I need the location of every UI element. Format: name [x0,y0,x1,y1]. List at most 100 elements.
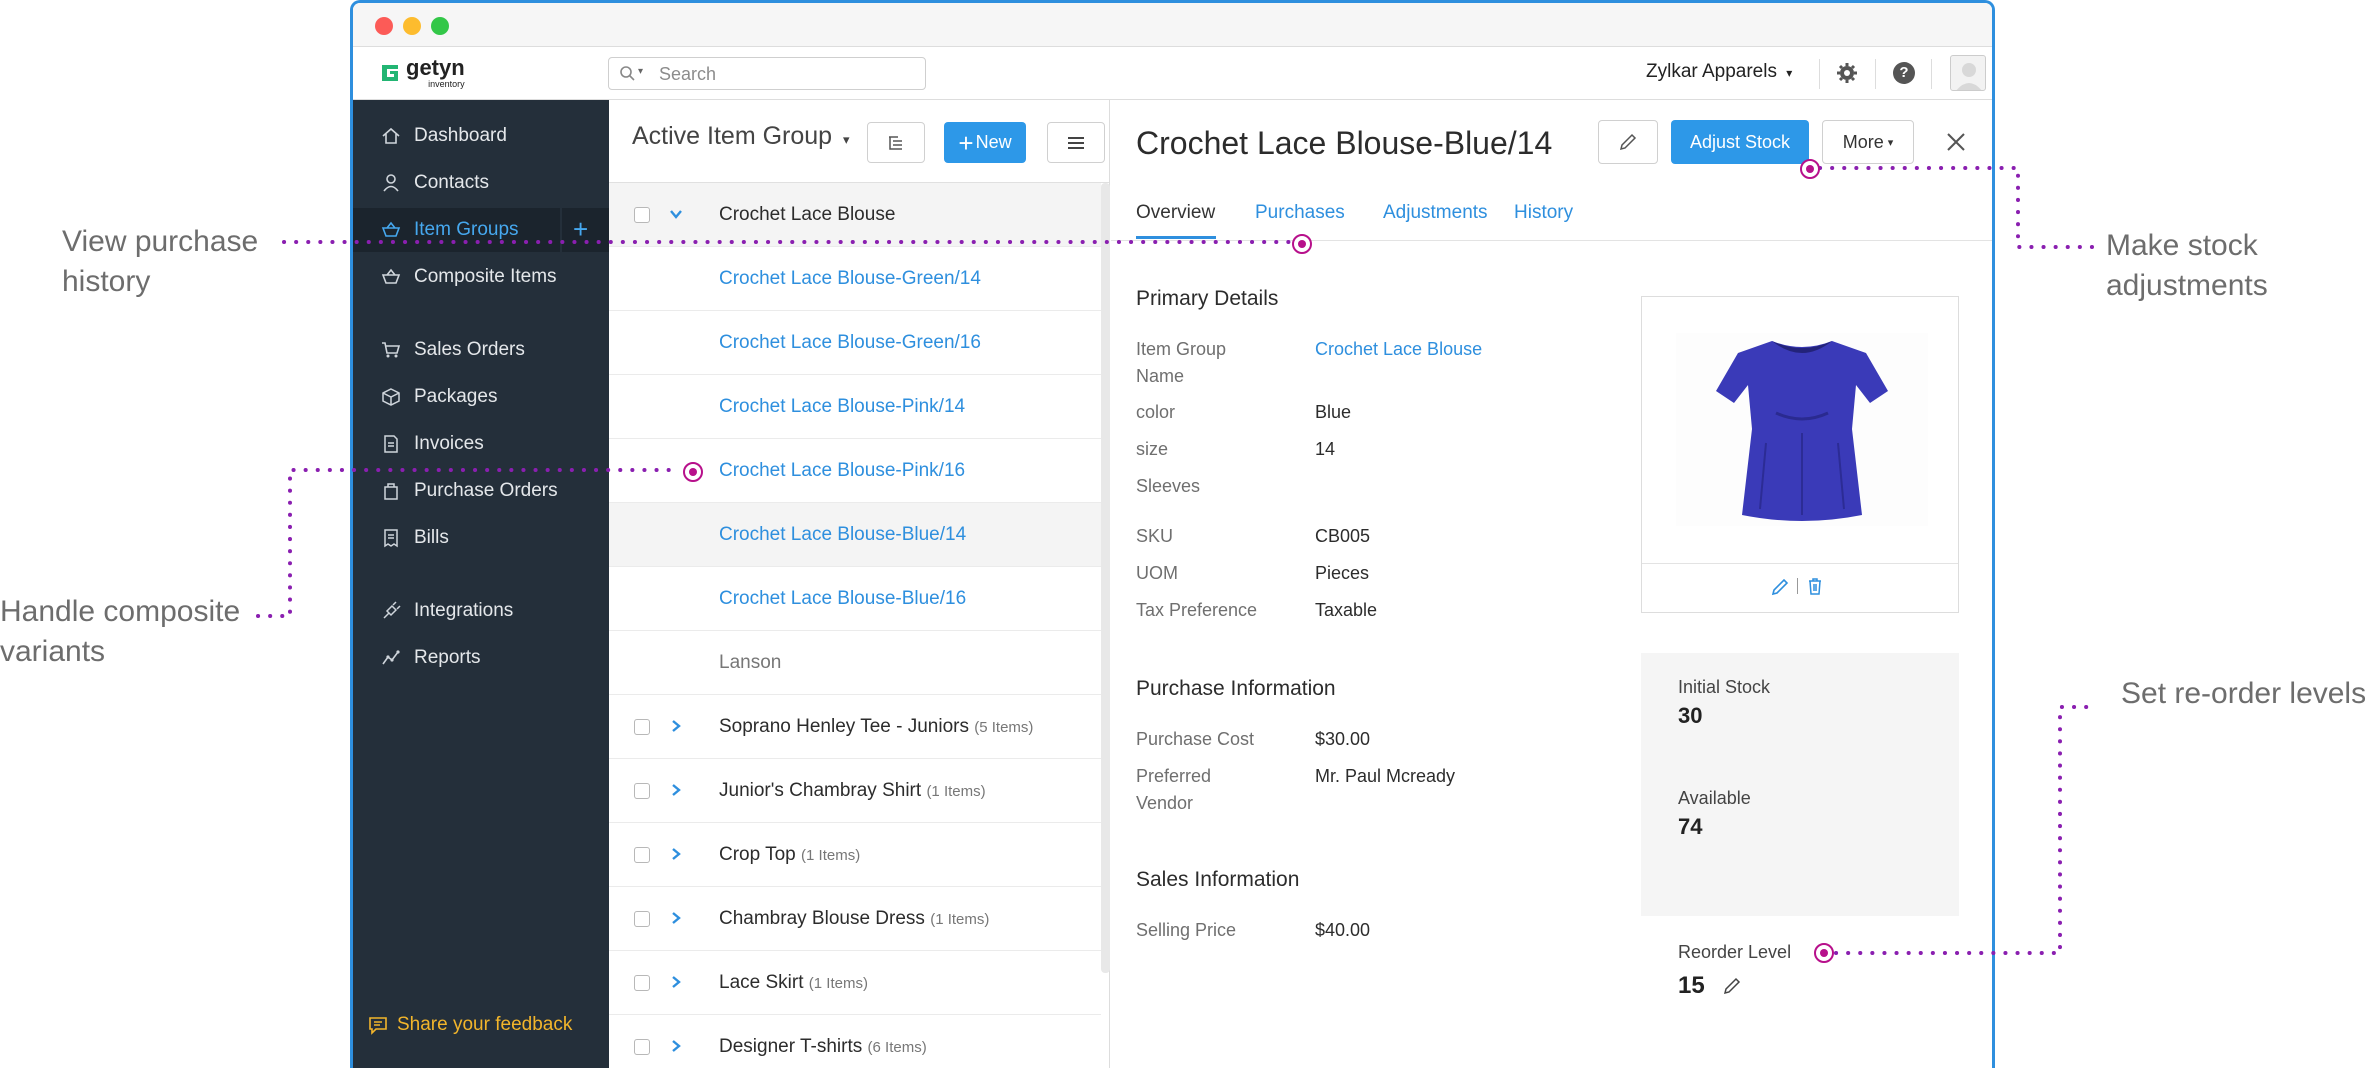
tab-purchases[interactable]: Purchases [1255,202,1345,223]
edit-button[interactable] [1598,120,1658,164]
annotation-line: Handle composite [0,595,241,628]
close-window-button[interactable] [375,17,393,35]
list-row-group[interactable]: Crop Top (1 Items) [609,823,1101,887]
adjust-stock-button[interactable]: Adjust Stock [1671,120,1809,164]
list-row-group[interactable]: Junior's Chambray Shirt (1 Items) [609,759,1101,823]
sidebar-item-label: Packages [414,386,498,407]
more-button[interactable]: More ▾ [1822,120,1914,164]
sidebar-item-invoices[interactable]: Invoices [353,422,609,466]
pencil-icon [1618,132,1638,152]
logo[interactable]: getyn inventory [378,55,465,91]
list-scrollbar[interactable] [1101,183,1110,973]
row-label[interactable]: Crochet Lace Blouse-Blue/16 [719,587,967,609]
gear-icon[interactable] [1836,62,1858,84]
annotation-pin-variants [683,462,703,482]
list-row-variant[interactable]: Crochet Lace Blouse-Pink/16 [609,439,1101,503]
chevron-down-icon[interactable] [667,205,685,223]
chevron-right-icon[interactable] [667,909,685,927]
adjust-stock-label: Adjust Stock [1689,131,1791,152]
item-group-name-value[interactable]: Crochet Lace Blouse [1315,339,1483,359]
annotation-line: View purchase [62,225,259,258]
stock-card: Initial Stock 30 Available 74 [1641,653,1959,916]
list-view-selector[interactable]: Active Item Group ▾ [632,122,850,151]
help-icon[interactable]: ? [1893,62,1915,84]
list-row-group[interactable]: Lace Skirt (1 Items) [609,951,1101,1015]
feedback-link[interactable]: Share your feedback [367,1014,572,1036]
list-row-variant[interactable]: Crochet Lace Blouse-Green/14 [609,247,1101,311]
row-label[interactable]: Crochet Lace Blouse-Blue/14 [719,523,967,545]
search-box[interactable]: ▾ Search [608,57,926,90]
purchase-info-heading: Purchase Information [1136,677,1336,700]
row-label[interactable]: Crochet Lace Blouse-Green/16 [719,331,981,353]
close-icon[interactable] [1944,130,1968,154]
list-row-group[interactable]: Designer T-shirts (6 Items) [609,1015,1101,1068]
row-checkbox[interactable] [634,974,650,991]
row-label: Junior's Chambray Shirt [719,779,922,801]
avatar[interactable] [1950,55,1986,91]
sidebar-item-dashboard[interactable]: Dashboard [353,114,609,158]
list-row-group[interactable]: Crochet Lace Blouse [609,183,1101,247]
sidebar-item-integrations[interactable]: Integrations [353,589,609,633]
list-row-variant-selected[interactable]: Crochet Lace Blouse-Blue/14 [609,503,1101,567]
row-checkbox[interactable] [634,206,650,223]
item-title: Crochet Lace Blouse-Blue/14 [1136,125,1553,161]
divider [1875,59,1876,89]
row-checkbox[interactable] [634,718,650,735]
search-dropdown-icon: ▾ [638,66,644,77]
list-row-variant[interactable]: Lanson [609,631,1101,695]
annotation-pin-reorder [1814,943,1834,963]
preferred-vendor-label-1: Preferred [1136,766,1212,786]
tree-view-button[interactable] [867,122,925,163]
chevron-right-icon[interactable] [667,717,685,735]
row-label-wrap: Soprano Henley Tee - Juniors (5 Items) [719,716,1033,738]
list-row-variant[interactable]: Crochet Lace Blouse-Pink/14 [609,375,1101,439]
sidebar-item-label: Composite Items [414,266,557,287]
row-label: Lace Skirt [719,971,804,993]
row-checkbox[interactable] [634,1038,650,1055]
row-checkbox[interactable] [634,846,650,863]
tax-preference-label: Tax Preference [1136,600,1258,620]
row-checkbox[interactable] [634,782,650,799]
sidebar-item-composite-items[interactable]: Composite Items [353,255,609,299]
tab-history[interactable]: History [1514,202,1574,223]
row-checkbox[interactable] [634,910,650,927]
chevron-right-icon[interactable] [667,973,685,991]
chart-icon [380,647,402,669]
list-row-variant[interactable]: Crochet Lace Blouse-Green/16 [609,311,1101,375]
org-switcher[interactable]: Zylkar Apparels ▾ [1646,61,1792,83]
row-label[interactable]: Crochet Lace Blouse-Green/14 [719,267,981,289]
minimize-window-button[interactable] [403,17,421,35]
list-row-variant[interactable]: Crochet Lace Blouse-Blue/16 [609,567,1101,631]
uom-value: Pieces [1315,563,1370,583]
sidebar-item-purchase-orders[interactable]: Purchase Orders [353,469,609,513]
sidebar-item-item-groups[interactable]: Item Groups + [353,208,609,252]
list-menu-button[interactable] [1047,122,1105,163]
chevron-right-icon[interactable] [667,781,685,799]
sidebar-item-reports[interactable]: Reports [353,636,609,680]
list-title: Active Item Group [632,122,833,150]
maximize-window-button[interactable] [431,17,449,35]
row-label[interactable]: Crochet Lace Blouse-Pink/16 [719,459,966,481]
tab-overview[interactable]: Overview [1136,202,1216,223]
pencil-icon[interactable] [1722,976,1742,996]
list-row-group[interactable]: Soprano Henley Tee - Juniors (5 Items) [609,695,1101,759]
receipt-icon [380,527,402,549]
pencil-icon[interactable] [1770,577,1790,597]
sidebar-item-bills[interactable]: Bills [353,516,609,560]
add-item-group-icon[interactable]: + [573,214,589,244]
sidebar-item-contacts[interactable]: Contacts [353,161,609,205]
logo-name: getyn [406,55,465,80]
chevron-right-icon[interactable] [667,1037,685,1055]
sidebar-item-sales-orders[interactable]: Sales Orders [353,328,609,372]
trash-icon[interactable] [1805,576,1825,596]
row-label[interactable]: Crochet Lace Blouse-Pink/14 [719,395,966,417]
reorder-value: 15 [1678,972,1705,999]
selling-price-value: $40.00 [1315,920,1371,940]
sidebar-item-label: Integrations [414,600,514,621]
tab-adjustments[interactable]: Adjustments [1383,202,1488,223]
list-row-group[interactable]: Chambray Blouse Dress (1 Items) [609,887,1101,951]
sidebar-item-packages[interactable]: Packages [353,375,609,419]
new-button[interactable]: + New [944,122,1026,163]
basket-icon [380,219,402,241]
chevron-right-icon[interactable] [667,845,685,863]
